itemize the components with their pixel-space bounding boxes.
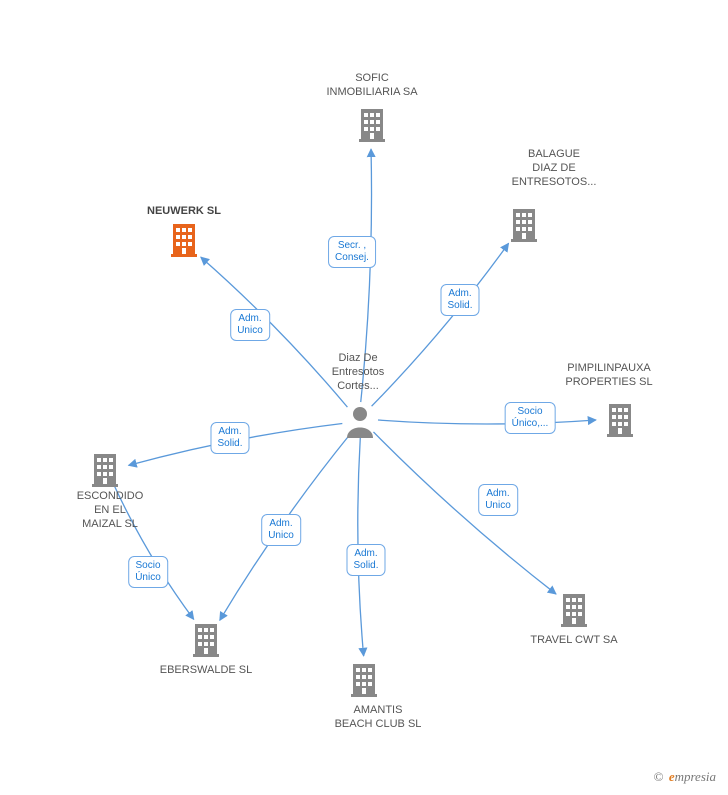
building-icon — [561, 594, 587, 627]
edge-line — [201, 257, 348, 407]
network-canvas — [0, 0, 728, 795]
edge-label: Adm. Solid. — [440, 284, 479, 316]
node-label: PIMPILINPAUXA PROPERTIES SL — [565, 362, 652, 390]
edge-line — [378, 420, 596, 424]
building-icon — [193, 624, 219, 657]
footer-credit: © empresia — [654, 769, 716, 785]
edge-label: Adm. Solid. — [210, 422, 249, 454]
edge-label: Secr. , Consej. — [328, 236, 376, 268]
building-icon — [171, 224, 197, 257]
building-icon — [511, 209, 537, 242]
node-label: ESCONDIDO EN EL MAIZAL SL — [77, 490, 144, 531]
edge-line — [373, 432, 556, 594]
edge-label: Adm. Solid. — [346, 544, 385, 576]
node-label: SOFIC INMOBILIARIA SA — [326, 72, 417, 100]
building-icon — [607, 404, 633, 437]
building-icon — [92, 454, 118, 487]
node-label: TRAVEL CWT SA — [530, 634, 617, 648]
node-label: NEUWERK SL — [147, 205, 221, 219]
person-icon — [347, 407, 373, 438]
edge-label: Adm. Unico — [478, 484, 518, 516]
edge-label: Adm. Unico — [230, 309, 270, 341]
edge-label: Socio Único,... — [505, 402, 556, 434]
node-label: BALAGUE DIAZ DE ENTRESOTOS... — [512, 148, 597, 189]
node-label: AMANTIS BEACH CLUB SL — [335, 704, 422, 732]
node-label: Diaz De Entresotos Cortes... — [332, 352, 385, 393]
edge-label: Socio Único — [128, 556, 168, 588]
node-label: EBERSWALDE SL — [160, 664, 253, 678]
edge-line — [372, 243, 509, 406]
brand-rest: mpresia — [675, 769, 716, 784]
building-icon — [351, 664, 377, 697]
edge-label: Adm. Unico — [261, 514, 301, 546]
building-icon — [359, 109, 385, 142]
copyright-symbol: © — [654, 769, 664, 784]
